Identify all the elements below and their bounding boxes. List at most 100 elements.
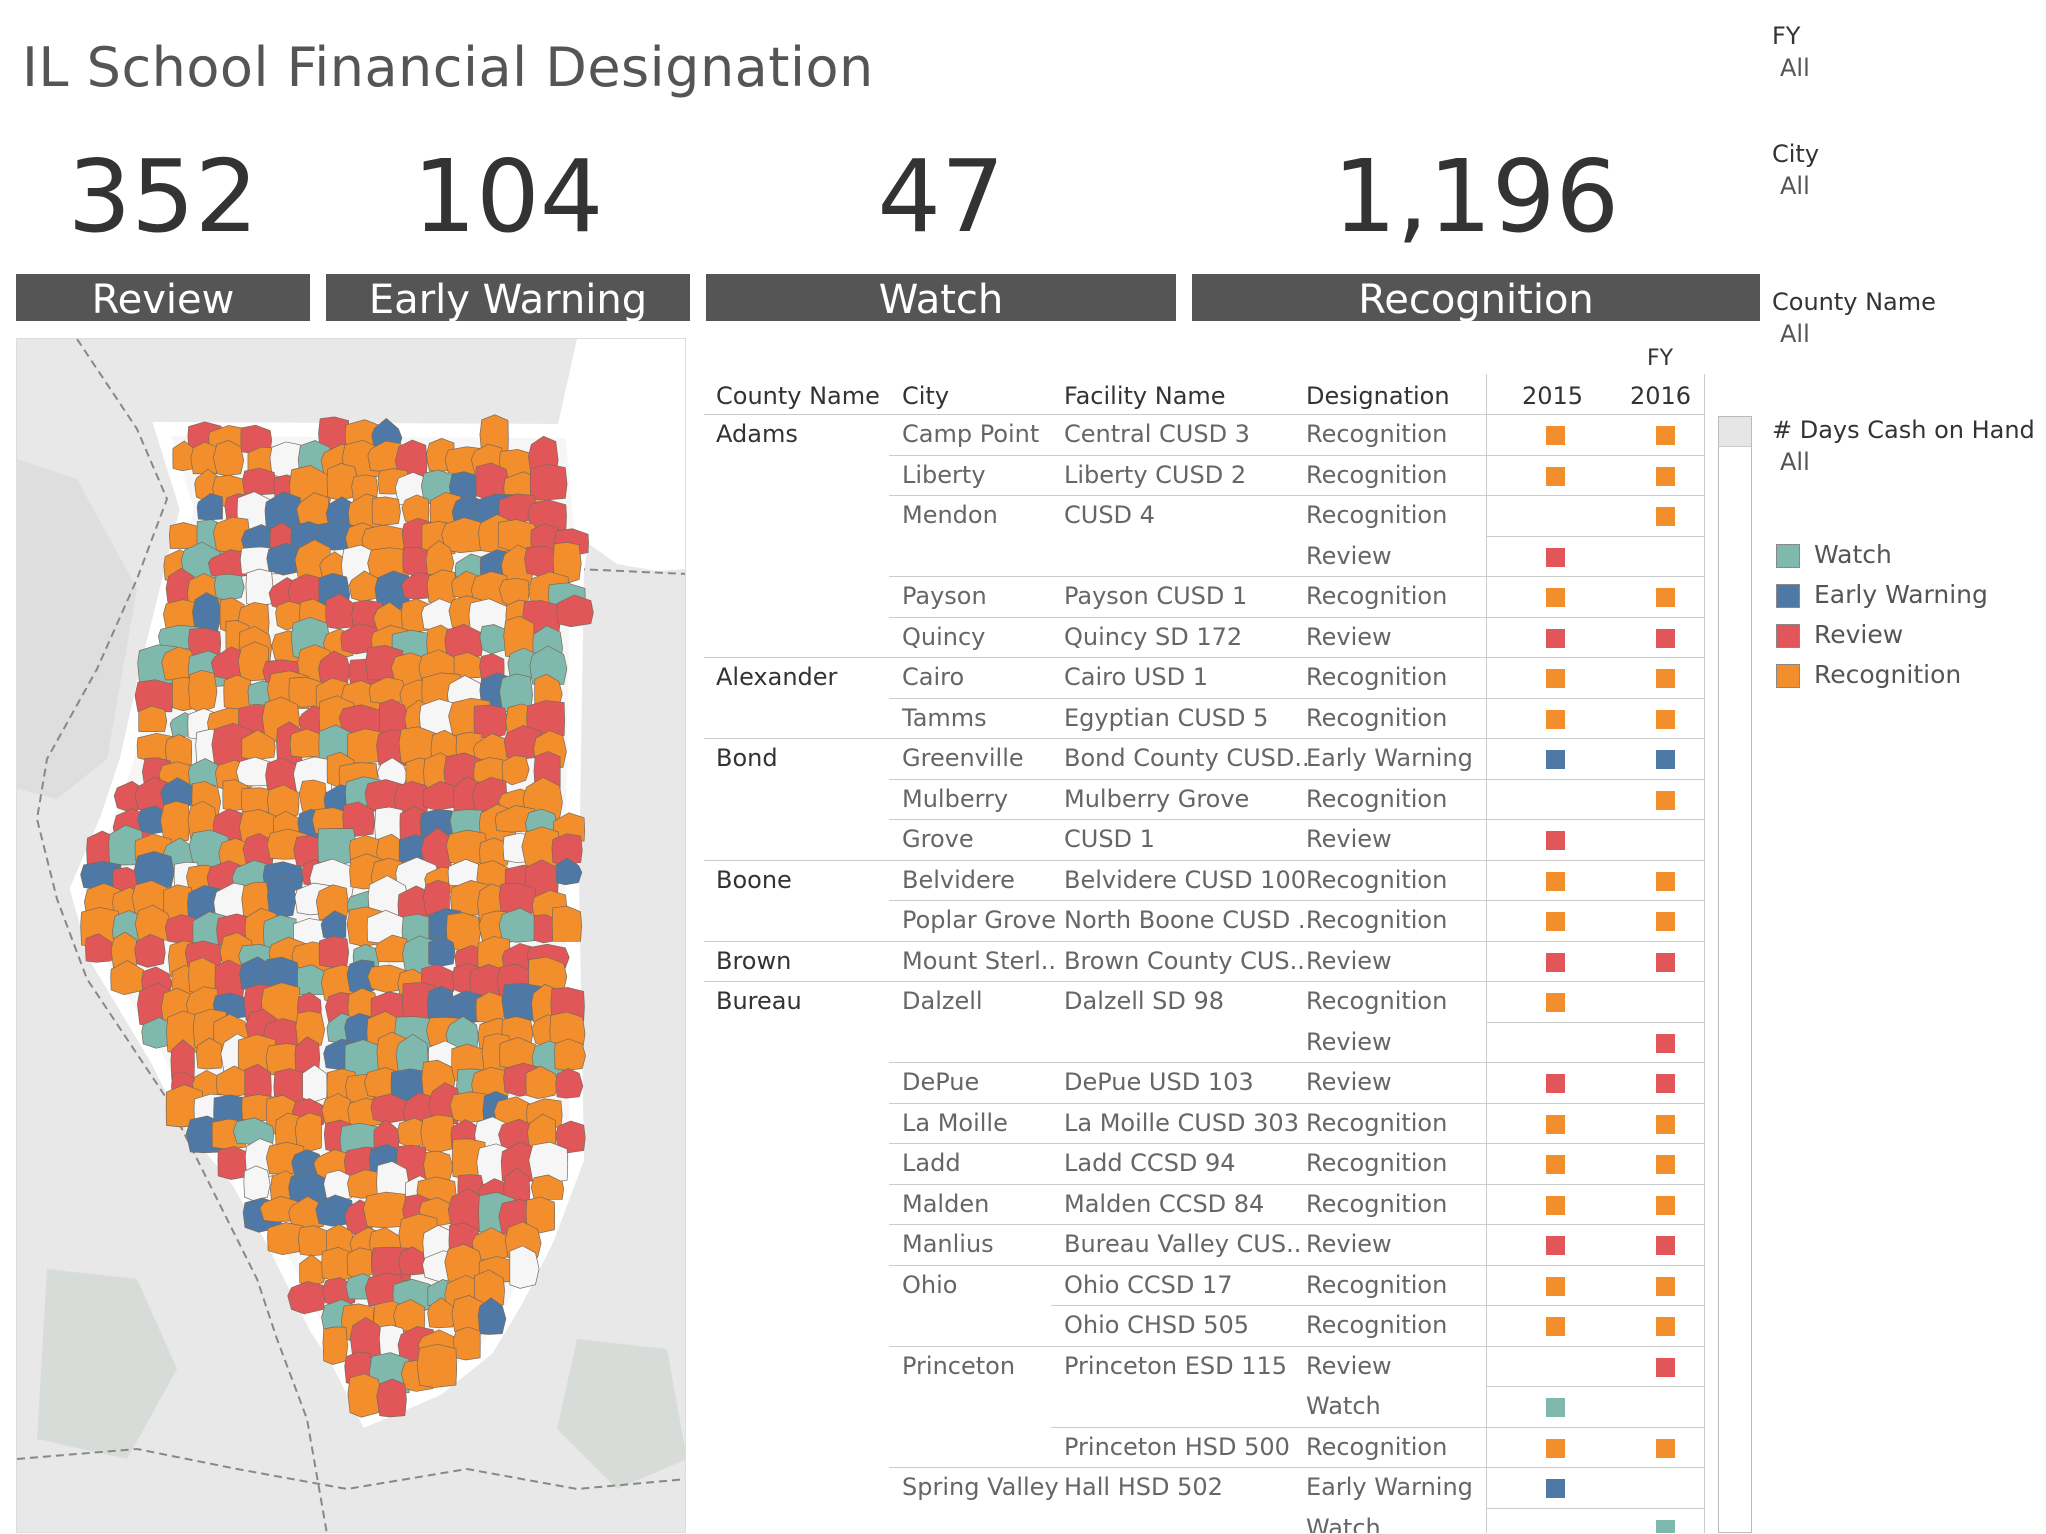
designation-mark-2015[interactable] xyxy=(1546,669,1565,688)
school-district-shape[interactable] xyxy=(188,669,218,713)
school-district-shape[interactable] xyxy=(266,784,300,818)
map-canvas[interactable] xyxy=(17,339,686,1533)
facility-cell[interactable]: Ladd CCSD 94 xyxy=(1064,1149,1236,1177)
school-district-shape[interactable] xyxy=(287,1281,326,1315)
designation-mark-2015[interactable] xyxy=(1546,912,1565,931)
designation-cell[interactable]: Recognition xyxy=(1306,1149,1448,1177)
school-district-shape[interactable] xyxy=(427,1297,456,1329)
designation-cell[interactable]: Review xyxy=(1306,1027,1392,1056)
school-district-shape[interactable] xyxy=(552,541,582,585)
county-cell[interactable]: Brown xyxy=(716,946,792,975)
school-district-shape[interactable] xyxy=(213,573,245,602)
facility-cell[interactable]: Quincy SD 172 xyxy=(1064,622,1243,651)
designation-cell[interactable]: Recognition xyxy=(1306,1270,1448,1299)
designation-mark-2015[interactable] xyxy=(1546,1236,1565,1255)
designation-mark-2016[interactable] xyxy=(1656,1317,1675,1336)
school-district-shape[interactable] xyxy=(243,1165,271,1202)
city-cell[interactable]: Poplar Grove xyxy=(902,906,1056,934)
school-district-shape[interactable] xyxy=(471,1227,509,1263)
designation-mark-2016[interactable] xyxy=(1656,871,1675,891)
school-district-shape[interactable] xyxy=(288,1195,326,1229)
designation-mark-2016[interactable] xyxy=(1656,790,1675,810)
designation-mark-2015[interactable] xyxy=(1546,871,1565,891)
designation-mark-2015[interactable] xyxy=(1546,588,1565,607)
school-district-shape[interactable] xyxy=(473,704,509,740)
school-district-shape[interactable] xyxy=(160,800,191,844)
school-district-shape[interactable] xyxy=(160,777,195,808)
school-district-shape[interactable] xyxy=(530,1174,565,1200)
school-district-shape[interactable] xyxy=(555,857,583,886)
facility-cell[interactable]: North Boone CUSD .. xyxy=(1064,906,1314,934)
county-cell[interactable]: Adams xyxy=(716,420,798,448)
designation-mark-2015[interactable] xyxy=(1546,709,1565,729)
school-district-shape[interactable] xyxy=(318,935,350,968)
facility-cell[interactable]: Belvidere CUSD 100 xyxy=(1064,865,1306,894)
school-district-shape[interactable] xyxy=(475,991,507,1023)
school-district-shape[interactable] xyxy=(444,623,484,661)
designation-cell[interactable]: Review xyxy=(1306,541,1392,570)
facility-cell[interactable]: Egyptian CUSD 5 xyxy=(1064,703,1269,732)
school-district-shape[interactable] xyxy=(342,801,375,837)
facility-cell[interactable]: Brown County CUS.. xyxy=(1064,946,1305,975)
filter-days-cash-value[interactable]: All xyxy=(1780,448,1810,476)
designation-cell[interactable]: Recognition xyxy=(1306,1311,1448,1339)
city-cell[interactable]: Princeton xyxy=(902,1351,1016,1380)
kpi-early-warning-label[interactable]: Early Warning xyxy=(326,274,690,323)
designation-cell[interactable]: Recognition xyxy=(1306,906,1448,934)
column-header-2015[interactable]: 2015 xyxy=(1522,382,1584,410)
school-district-shape[interactable] xyxy=(289,728,324,758)
city-cell[interactable]: La Moille xyxy=(902,1108,1008,1137)
county-cell[interactable]: Boone xyxy=(716,865,792,894)
designation-mark-2015[interactable] xyxy=(1546,1155,1565,1174)
city-cell[interactable]: Ladd xyxy=(902,1149,961,1177)
school-district-shape[interactable] xyxy=(302,1064,328,1103)
designation-mark-2016[interactable] xyxy=(1656,588,1675,607)
school-district-shape[interactable] xyxy=(223,674,252,711)
designation-cell[interactable]: Review xyxy=(1306,1230,1392,1258)
designation-mark-2015[interactable] xyxy=(1546,1114,1565,1134)
designation-cell[interactable]: Recognition xyxy=(1306,784,1448,813)
school-district-shape[interactable] xyxy=(501,755,530,786)
school-district-shape[interactable] xyxy=(376,1378,407,1418)
city-cell[interactable]: Mount Sterl.. xyxy=(902,946,1057,975)
designation-mark-2016[interactable] xyxy=(1656,1357,1675,1377)
school-district-shape[interactable] xyxy=(266,876,297,919)
school-district-shape[interactable] xyxy=(134,679,174,713)
designation-cell[interactable]: Recognition xyxy=(1306,663,1448,691)
school-district-shape[interactable] xyxy=(245,568,274,607)
designation-cell[interactable]: Watch xyxy=(1306,1513,1381,1534)
school-district-shape[interactable] xyxy=(551,833,583,866)
designation-mark-2016[interactable] xyxy=(1656,1195,1675,1215)
designation-cell[interactable]: Recognition xyxy=(1306,1432,1448,1461)
designation-cell[interactable]: Review xyxy=(1306,622,1392,651)
school-district-shape[interactable] xyxy=(241,729,276,761)
city-cell[interactable]: Camp Point xyxy=(902,420,1040,448)
school-district-shape[interactable] xyxy=(555,1120,586,1154)
city-cell[interactable]: Liberty xyxy=(902,460,986,489)
designation-mark-2015[interactable] xyxy=(1546,466,1565,486)
city-cell[interactable]: Greenville xyxy=(902,744,1024,772)
facility-cell[interactable]: Liberty CUSD 2 xyxy=(1064,460,1247,489)
designation-cell[interactable]: Recognition xyxy=(1306,501,1448,529)
school-district-shape[interactable] xyxy=(322,1326,348,1365)
school-district-shape[interactable] xyxy=(554,1038,586,1071)
designation-mark-2016[interactable] xyxy=(1656,1519,1675,1533)
county-cell[interactable]: Bureau xyxy=(716,987,802,1015)
facility-cell[interactable]: Central CUSD 3 xyxy=(1064,420,1250,448)
school-district-shape[interactable] xyxy=(551,905,583,942)
facility-cell[interactable]: Princeton ESD 115 xyxy=(1064,1351,1288,1380)
city-cell[interactable]: Mulberry xyxy=(902,784,1009,813)
facility-cell[interactable]: Malden CCSD 84 xyxy=(1064,1189,1265,1218)
designation-cell[interactable]: Recognition xyxy=(1306,703,1448,732)
city-cell[interactable]: Quincy xyxy=(902,622,986,651)
designation-mark-2016[interactable] xyxy=(1656,628,1675,648)
city-cell[interactable]: Ohio xyxy=(902,1270,958,1299)
kpi-recognition-label[interactable]: Recognition xyxy=(1192,274,1760,323)
designation-mark-2016[interactable] xyxy=(1656,1438,1675,1458)
designation-mark-2016[interactable] xyxy=(1656,750,1675,769)
designation-mark-2016[interactable] xyxy=(1656,1276,1675,1296)
designation-mark-2015[interactable] xyxy=(1546,1317,1565,1336)
designation-mark-2015[interactable] xyxy=(1546,1479,1565,1498)
filter-city-value[interactable]: All xyxy=(1780,172,1810,200)
designation-mark-2015[interactable] xyxy=(1546,1074,1565,1093)
